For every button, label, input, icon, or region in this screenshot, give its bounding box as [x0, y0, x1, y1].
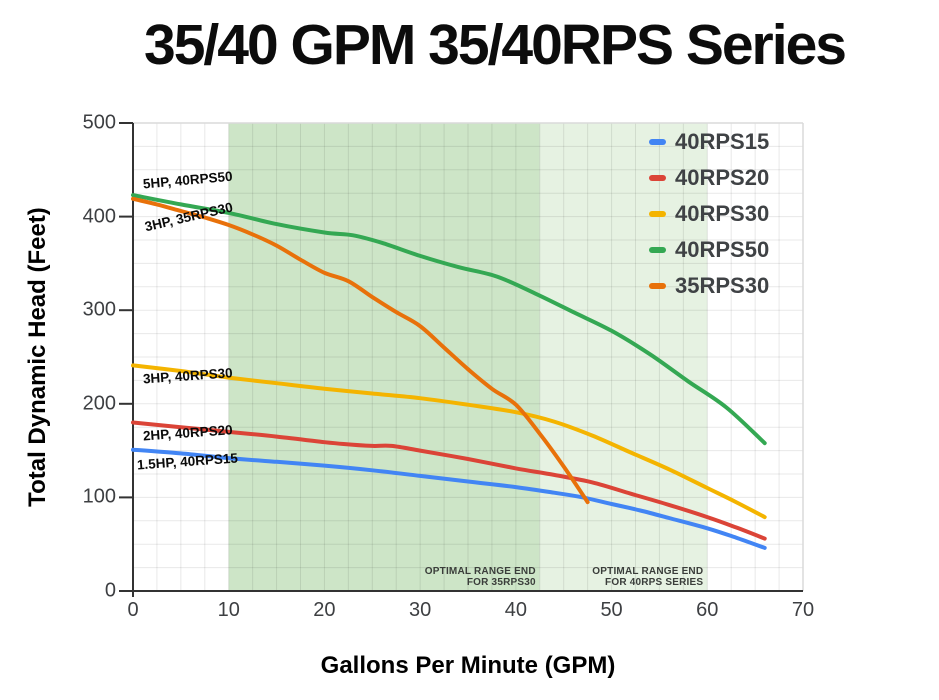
x-tick-label: 70 — [791, 599, 815, 621]
y-tick-label: 100 — [82, 485, 116, 508]
x-axis-title: Gallons Per Minute (GPM) — [320, 652, 616, 679]
series-line-40RPS30 — [131, 363, 767, 520]
legend-swatch-40RPS50 — [649, 247, 666, 253]
y-tick-label: 500 — [82, 111, 116, 134]
region-label-line2: FOR 40RPS SERIES — [605, 577, 704, 588]
series-line-40RPS20 — [131, 420, 767, 541]
chart-title: 35/40 GPM 35/40RPS Series — [144, 13, 847, 77]
legend-swatch-40RPS15 — [649, 139, 666, 145]
x-tick-label: 40 — [504, 599, 527, 621]
legend-item-40RPS20: 40RPS20 — [649, 160, 769, 196]
legend-label: 35RPS30 — [675, 273, 770, 298]
y-tick-label: 400 — [82, 205, 116, 228]
legend-swatch-40RPS30 — [649, 211, 666, 217]
x-tick-label: 0 — [127, 599, 139, 621]
legend-item-40RPS15: 40RPS15 — [649, 124, 769, 160]
legend-label: 40RPS30 — [675, 201, 770, 226]
legend-label: 40RPS50 — [675, 237, 770, 262]
region-optimal-range-40rps-series — [539, 123, 708, 591]
region-label-line1: OPTIMAL RANGE END — [592, 566, 704, 577]
y-tick-label: 300 — [82, 298, 116, 321]
series-line-40RPS50 — [131, 193, 767, 446]
y-axis-title: Total Dynamic Head (Feet) — [24, 207, 51, 507]
legend-swatch-40RPS20 — [649, 175, 666, 181]
region-label-optimal-range-35rps30: OPTIMAL RANGE END FOR 35RPS30 — [316, 566, 536, 588]
region-label-optimal-range-40rps-series: OPTIMAL RANGE END FOR 40RPS SERIES — [483, 566, 703, 588]
series-line-35RPS30 — [131, 196, 590, 505]
region-label-line2: FOR 35RPS30 — [466, 577, 536, 588]
series-line-40RPS15 — [131, 447, 767, 550]
region-label-line1: OPTIMAL RANGE END — [424, 566, 536, 577]
legend: 40RPS15 40RPS20 40RPS30 40RPS50 35RPS30 — [649, 124, 769, 304]
x-tick-label: 10 — [217, 599, 240, 621]
y-tick-label: 200 — [82, 392, 116, 415]
legend-item-40RPS30: 40RPS30 — [649, 196, 769, 232]
x-tick-label: 30 — [409, 599, 432, 621]
x-tick-label: 50 — [600, 599, 623, 621]
legend-label: 40RPS20 — [675, 165, 770, 190]
legend-item-40RPS50: 40RPS50 — [649, 232, 769, 268]
y-tick-label: 0 — [104, 579, 116, 602]
legend-item-35RPS30: 35RPS30 — [649, 268, 769, 304]
x-tick-label: 60 — [696, 599, 719, 621]
x-tick-label: 20 — [313, 599, 336, 621]
legend-swatch-35RPS30 — [649, 283, 666, 289]
region-optimal-range-35rps30 — [228, 123, 540, 591]
legend-label: 40RPS15 — [675, 129, 770, 154]
